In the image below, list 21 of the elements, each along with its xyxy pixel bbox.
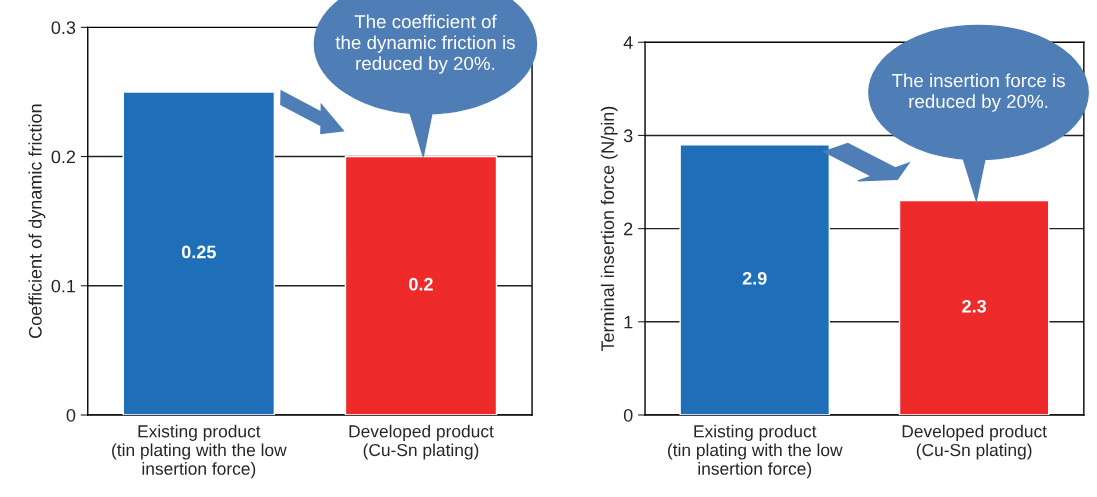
y-tick-label: 4 xyxy=(623,36,633,49)
y-axis-title: Terminal insertion force (N/pin) xyxy=(600,106,618,352)
x-tick-label: Developed product (Cu-Sn plating) xyxy=(902,424,1047,460)
y-tick-label: 0.2 xyxy=(51,150,76,164)
annotation: The coefficient of the dynamic friction is reduced by 20%. xyxy=(335,14,515,74)
x-tick-label: Existing product (tin plating with the low insertion force) xyxy=(112,424,287,479)
data-label: 0.2 xyxy=(409,277,433,291)
data-label: 2.3 xyxy=(962,299,987,313)
y-axis-title: Coefficient of dynamic friction xyxy=(28,104,46,338)
x-tick-label: Existing product (tin plating with the low insertion force) xyxy=(668,424,843,479)
data-label: 2.9 xyxy=(742,271,767,285)
y-tick-label: 0 xyxy=(623,408,633,422)
x-tick-label: Developed product (Cu-Sn plating) xyxy=(349,424,494,460)
y-tick-label: 0.3 xyxy=(51,21,76,35)
annotation: The insertion force is reduced by 20%. xyxy=(891,73,1065,112)
y-tick-label: 1 xyxy=(624,315,633,329)
data-label: 0.25 xyxy=(181,245,216,259)
y-tick-label: 0 xyxy=(66,408,76,422)
y-tick-label: 3 xyxy=(623,129,633,143)
y-tick-label: 0.1 xyxy=(51,279,76,293)
y-tick-label: 2 xyxy=(624,222,633,236)
